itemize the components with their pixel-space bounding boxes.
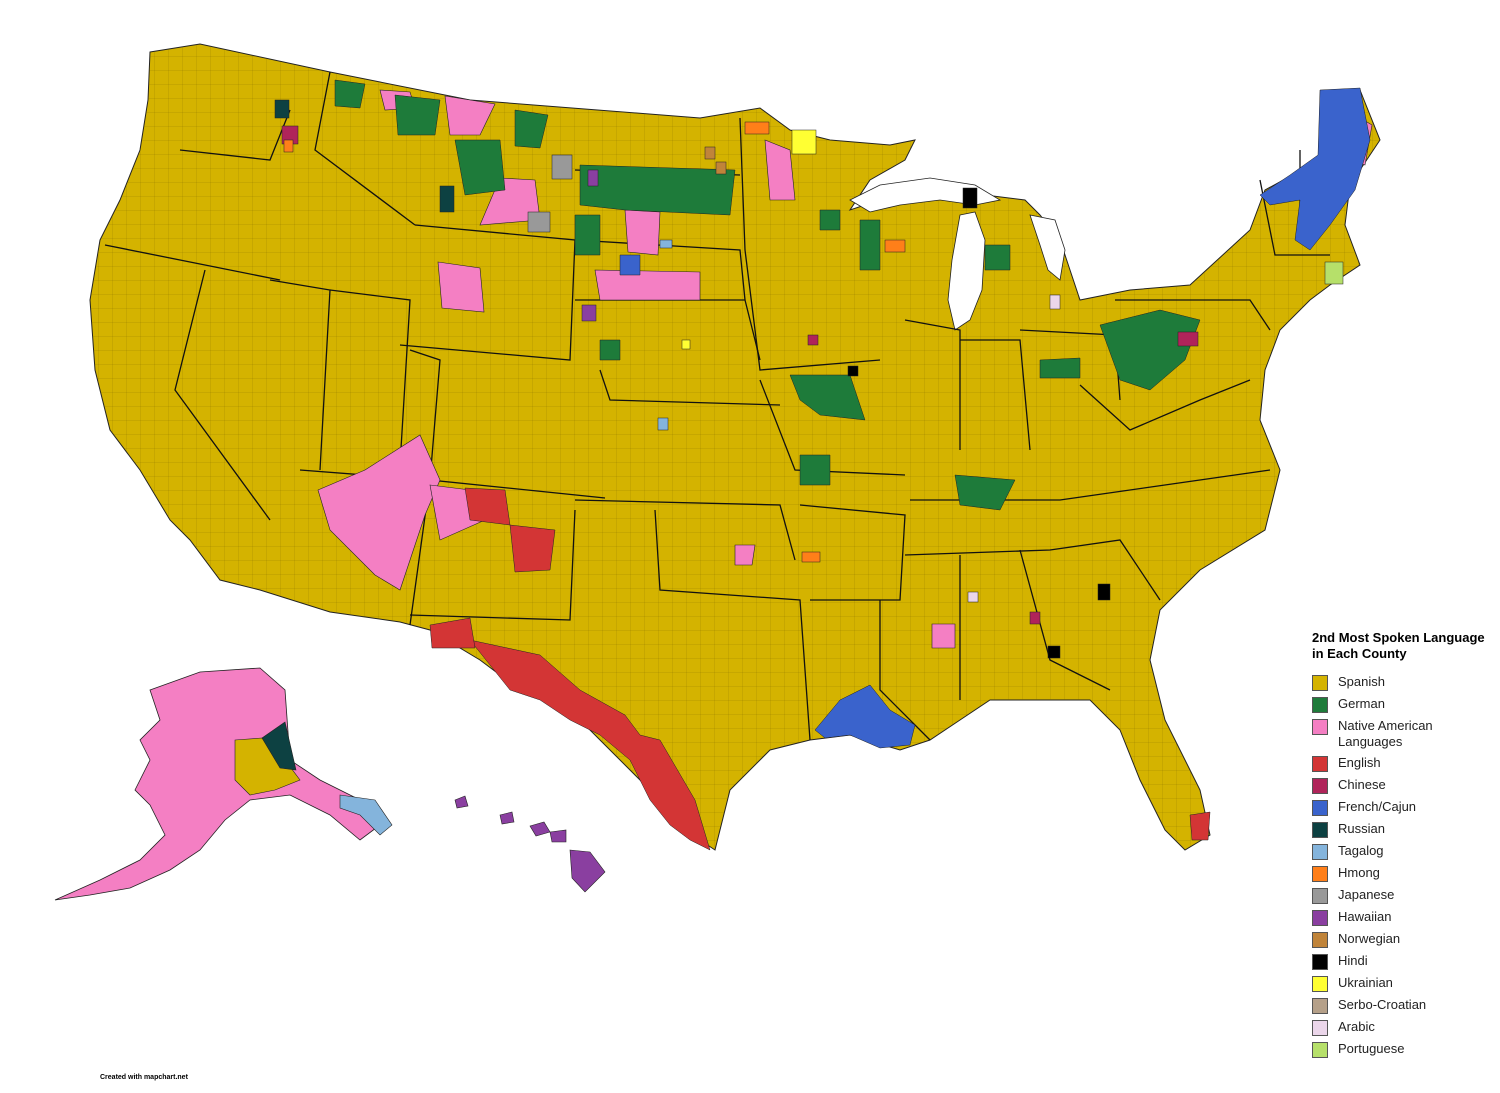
legend-label: Serbo-Croatian (1338, 997, 1427, 1012)
legend-item: Japanese (1312, 887, 1492, 904)
lake-huron (1029, 214, 1066, 281)
lake-superior (849, 177, 1002, 213)
legend-item: Native American Languages (1312, 718, 1492, 750)
legend-label: Norwegian (1338, 931, 1401, 946)
region-misc-languages (274, 99, 1344, 659)
legend-swatch (1312, 844, 1328, 860)
legend-label: Hindi (1338, 953, 1368, 968)
legend-label: Japanese (1338, 887, 1395, 902)
alaska-tagalog-islands (339, 794, 393, 836)
legend-swatch (1312, 866, 1328, 882)
alaska (54, 667, 393, 901)
legend-label: Arabic (1338, 1019, 1375, 1034)
state-borders (104, 71, 1330, 741)
legend-swatch (1312, 822, 1328, 838)
legend-item: Serbo-Croatian (1312, 997, 1492, 1014)
legend-label: Hmong (1338, 865, 1380, 880)
legend-item: Arabic (1312, 1019, 1492, 1036)
legend-item: German (1312, 696, 1492, 713)
legend-swatch (1312, 800, 1328, 816)
legend-label: Chinese (1338, 777, 1386, 792)
lake-michigan (947, 211, 986, 331)
legend-item: Chinese (1312, 777, 1492, 794)
legend-swatch (1312, 954, 1328, 970)
legend-item: Spanish (1312, 674, 1492, 691)
region-german (334, 79, 1201, 511)
legend-item: Russian (1312, 821, 1492, 838)
legend-item: Tagalog (1312, 843, 1492, 860)
legend-swatch (1312, 1042, 1328, 1058)
legend-label: Native American Languages (1338, 718, 1433, 749)
legend-swatch (1312, 1020, 1328, 1036)
legend-swatch (1312, 976, 1328, 992)
alaska-russian-region (261, 721, 297, 771)
legend-item: Ukrainian (1312, 975, 1492, 992)
legend-label: Hawaiian (1338, 909, 1392, 924)
map-legend: 2nd Most Spoken Language in Each County … (1312, 630, 1492, 1063)
legend-title: 2nd Most Spoken Language in Each County (1312, 630, 1485, 661)
legend-swatch (1312, 998, 1328, 1014)
legend-label: Tagalog (1338, 843, 1384, 858)
legend-label: German (1338, 696, 1385, 711)
legend-item: French/Cajun (1312, 799, 1492, 816)
hawaii (454, 795, 606, 893)
region-french-cajun (619, 87, 1371, 749)
legend-item: English (1312, 755, 1492, 772)
legend-label: Ukrainian (1338, 975, 1393, 990)
legend-swatch (1312, 888, 1328, 904)
credit-text: Created with mapchart.net (100, 1074, 188, 1081)
legend-item: Portuguese (1312, 1041, 1492, 1058)
legend-label: English (1338, 755, 1381, 770)
legend-label: French/Cajun (1338, 799, 1417, 814)
legend-swatch (1312, 778, 1328, 794)
legend-swatch (1312, 910, 1328, 926)
legend-label: Russian (1338, 821, 1385, 836)
legend-label: Spanish (1338, 674, 1385, 689)
legend-item: Norwegian (1312, 931, 1492, 948)
legend-item: Hmong (1312, 865, 1492, 882)
legend-swatch (1312, 697, 1328, 713)
legend-swatch (1312, 756, 1328, 772)
legend-items: Spanish German Native American Languages En… (1312, 674, 1492, 1058)
legend-item: Hindi (1312, 953, 1492, 970)
legend-swatch (1312, 932, 1328, 948)
region-english (429, 487, 1211, 851)
alaska-landmass (54, 667, 381, 901)
legend-label: Portuguese (1338, 1041, 1405, 1056)
legend-swatch (1312, 719, 1328, 735)
legend-item: Hawaiian (1312, 909, 1492, 926)
legend-swatch (1312, 675, 1328, 691)
